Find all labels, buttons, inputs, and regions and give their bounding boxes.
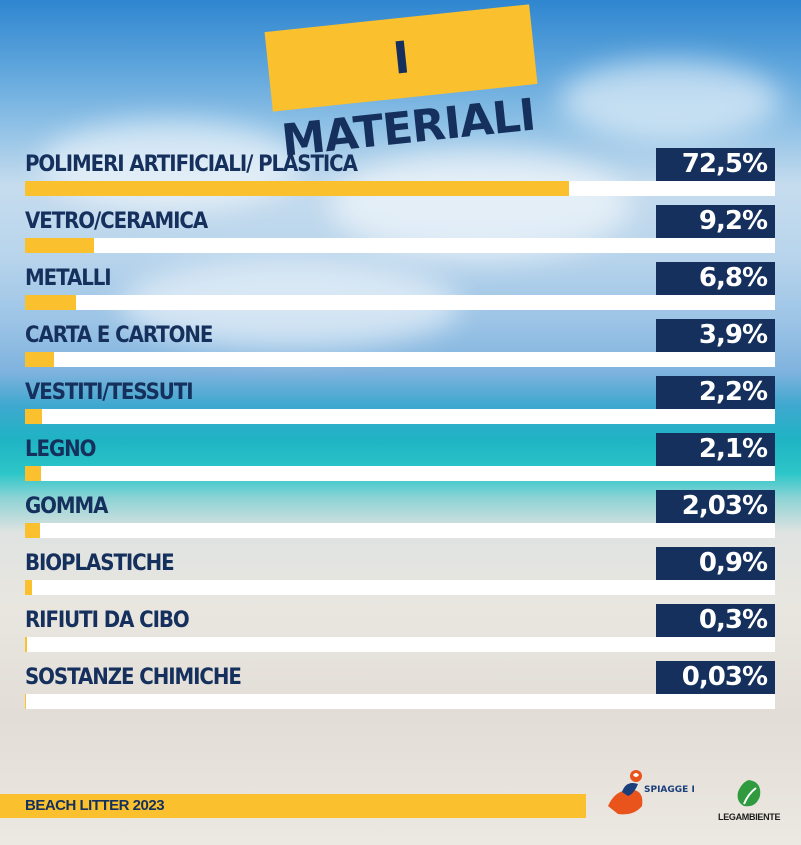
bar-row: POLIMERI ARTIFICIALI/ PLASTICA 72,5% bbox=[0, 148, 801, 205]
bar-row: VESTITI/TESSUTI 2,2% bbox=[0, 376, 801, 433]
logo-text-spiagge: SPIAGGE E FONDALI PULITI bbox=[644, 785, 694, 795]
value-badge: 0,9% bbox=[656, 547, 775, 580]
category-label: BIOPLASTICHE bbox=[25, 551, 175, 576]
value-badge: 0,03% bbox=[656, 661, 775, 694]
bar-track bbox=[25, 295, 775, 310]
category-label: CARTA E CARTONE bbox=[25, 323, 213, 348]
value-badge: 6,8% bbox=[656, 262, 775, 295]
bar-track bbox=[25, 637, 775, 652]
bar bbox=[25, 637, 28, 652]
value-label: 0,9% bbox=[698, 548, 768, 578]
bar bbox=[25, 523, 41, 538]
value-label: 6,8% bbox=[698, 263, 768, 293]
bar-row: VETRO/CERAMICA 9,2% bbox=[0, 205, 801, 262]
value-badge: 9,2% bbox=[656, 205, 775, 238]
bar bbox=[25, 181, 569, 196]
value-label: 2,1% bbox=[698, 434, 768, 464]
bar bbox=[25, 352, 55, 367]
value-badge: 3,9% bbox=[656, 319, 775, 352]
bar-track bbox=[25, 409, 775, 424]
bar bbox=[25, 580, 32, 595]
bar-track bbox=[25, 694, 775, 709]
bar-row: METALLI 6,8% bbox=[0, 262, 801, 319]
bar-track bbox=[25, 580, 775, 595]
category-label: RIFIUTI DA CIBO bbox=[25, 608, 190, 633]
value-label: 72,5% bbox=[681, 149, 768, 179]
bar-track bbox=[25, 238, 775, 253]
value-label: 9,2% bbox=[698, 206, 768, 236]
bar-row: CARTA E CARTONE 3,9% bbox=[0, 319, 801, 376]
footer-label: BEACH LITTER 2023 bbox=[25, 797, 165, 814]
category-label: VETRO/CERAMICA bbox=[25, 209, 208, 234]
leaf-icon bbox=[737, 780, 761, 807]
spiagge-fondali-puliti-logo: SPIAGGE E FONDALI PULITI bbox=[604, 766, 781, 822]
category-label: VESTITI/TESSUTI bbox=[25, 380, 194, 405]
value-badge: 2,2% bbox=[656, 376, 775, 409]
bar bbox=[25, 295, 76, 310]
category-label: LEGNO bbox=[25, 437, 96, 462]
footer-banner: BEACH LITTER 2023 bbox=[0, 794, 586, 818]
bar-row: GOMMA 2,03% bbox=[0, 490, 801, 547]
bar-track bbox=[25, 466, 775, 481]
bar-row: LEGNO 2,1% bbox=[0, 433, 801, 490]
category-label: GOMMA bbox=[25, 494, 108, 519]
value-badge: 0,3% bbox=[656, 604, 775, 637]
category-label: SOSTANZE CHIMICHE bbox=[25, 665, 242, 690]
category-label: POLIMERI ARTIFICIALI/ PLASTICA bbox=[25, 152, 358, 177]
value-badge: 2,1% bbox=[656, 433, 775, 466]
bar-track bbox=[25, 523, 775, 538]
bar bbox=[25, 409, 42, 424]
bar-row: SOSTANZE CHIMICHE 0,03% bbox=[0, 661, 801, 718]
bar bbox=[25, 694, 26, 709]
bar bbox=[25, 238, 94, 253]
bar-row: RIFIUTI DA CIBO 0,3% bbox=[0, 604, 801, 661]
value-label: 0,03% bbox=[681, 662, 768, 692]
value-badge: 72,5% bbox=[656, 148, 775, 181]
bar-track bbox=[25, 181, 775, 196]
bar-track bbox=[25, 352, 775, 367]
value-label: 2,03% bbox=[681, 491, 768, 521]
bar bbox=[25, 466, 41, 481]
value-label: 2,2% bbox=[698, 377, 768, 407]
value-label: 3,9% bbox=[698, 320, 768, 350]
value-badge: 2,03% bbox=[656, 490, 775, 523]
value-label: 0,3% bbox=[698, 605, 768, 635]
legambiente-label: LEGAMBIENTE bbox=[718, 812, 781, 822]
legambiente-logo: LEGAMBIENTE bbox=[718, 776, 781, 826]
bar-row: BIOPLASTICHE 0,9% bbox=[0, 547, 801, 604]
category-label: METALLI bbox=[25, 266, 112, 291]
